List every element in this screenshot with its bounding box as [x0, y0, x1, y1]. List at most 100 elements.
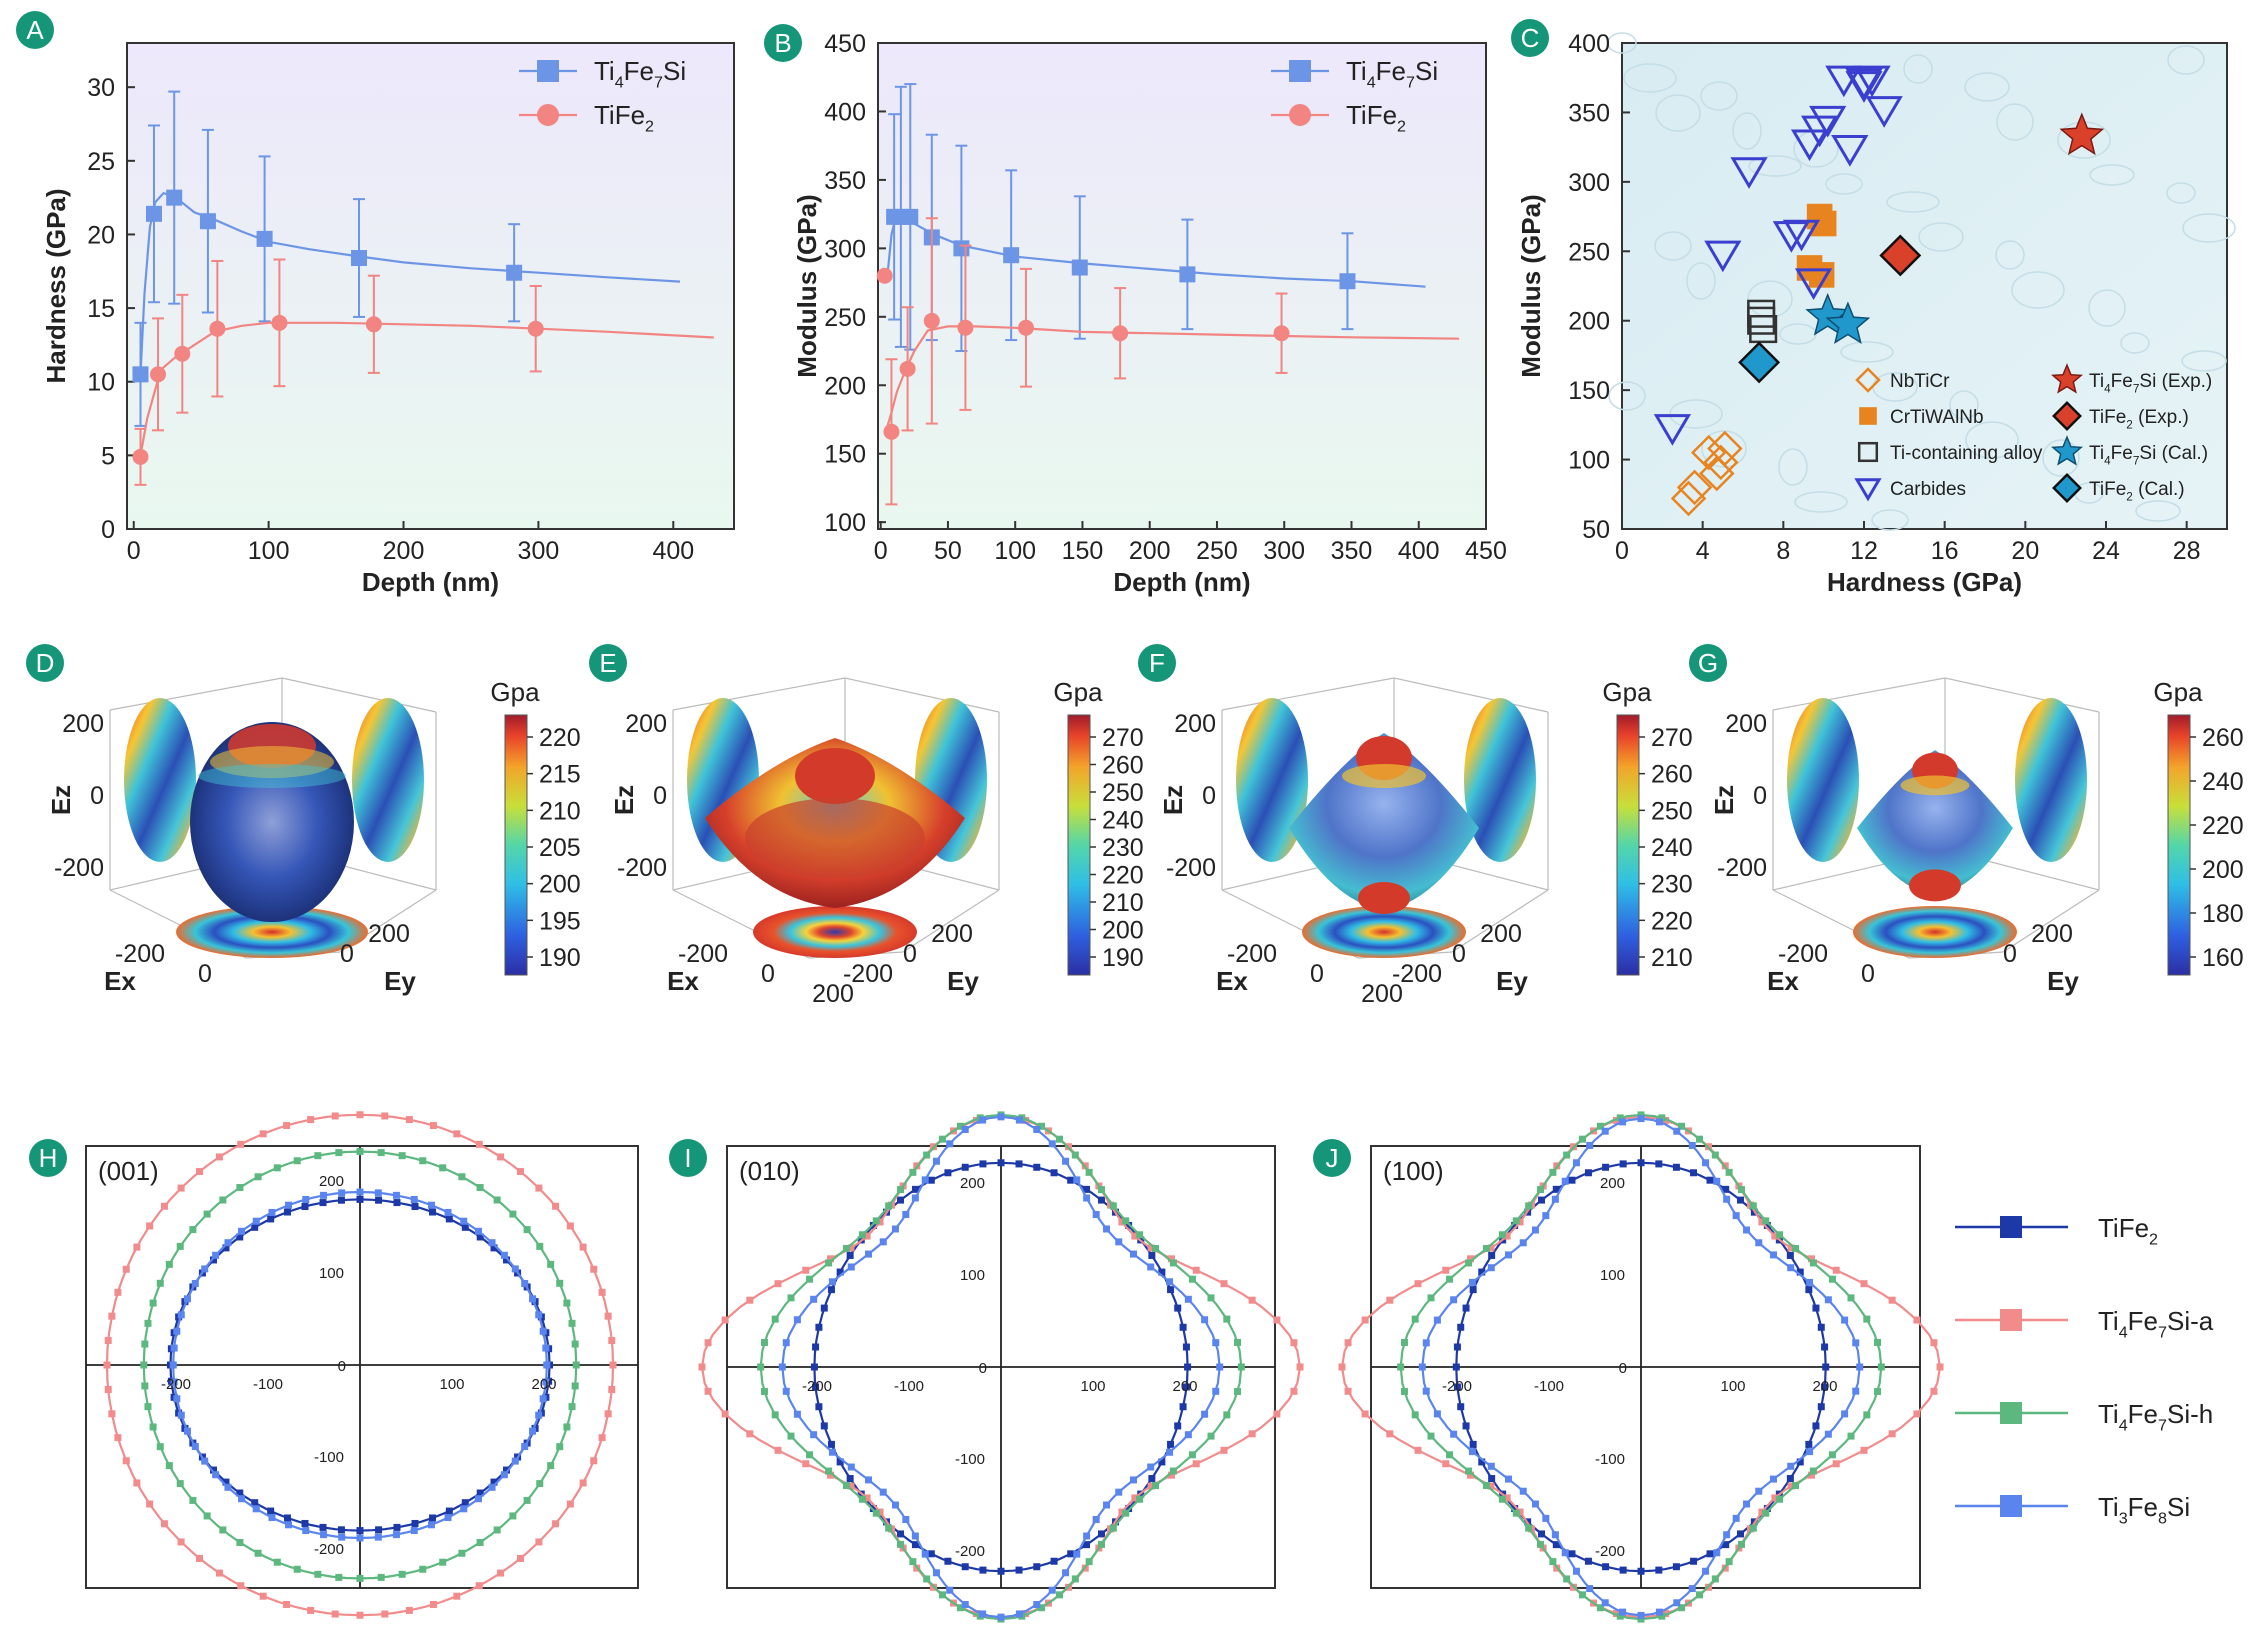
- polar-marker-Ti4Fe7Si-a: [827, 1255, 835, 1263]
- panel-badge: [16, 11, 54, 49]
- polar-marker-Ti4Fe7Si-h: [1188, 1275, 1196, 1283]
- polar-marker-Ti4Fe7Si-a: [1248, 1296, 1256, 1304]
- polar-marker-Ti4Fe7Si-h: [509, 1512, 517, 1520]
- polar-marker-Ti4Fe7Si-h: [1847, 1432, 1855, 1440]
- polar-marker-Ti4Fe7Si-h: [1465, 1259, 1473, 1267]
- polar-marker-Ti4Fe7Si-a: [608, 1386, 616, 1394]
- polar-marker-Ti3Fe8Si: [1083, 1194, 1091, 1202]
- polar-marker-Ti4Fe7Si-h: [1446, 1451, 1454, 1459]
- polar-marker-TiFe2: [1786, 1251, 1794, 1259]
- polar-marker-Ti4Fe7Si-a: [721, 1410, 729, 1418]
- polar-marker-Ti3Fe8Si: [1561, 1177, 1569, 1185]
- bottom-projection-disk: [1853, 906, 2017, 958]
- polar-marker-Ti4Fe7Si-h: [523, 1226, 531, 1234]
- polar-marker-Ti4Fe7Si-h: [1136, 1231, 1144, 1239]
- polar-marker-TiFe2: [869, 1505, 877, 1513]
- scatter-point-crtiwalnb: [1859, 407, 1877, 425]
- polar-marker-Ti3Fe8Si: [932, 1157, 940, 1165]
- colorbar-tick-label: 260: [2202, 724, 2244, 752]
- polar-marker-TiFe2: [1736, 1196, 1744, 1204]
- polar-marker-Ti4Fe7Si-a: [195, 1554, 203, 1562]
- surface-neck: [1358, 882, 1410, 914]
- polar-marker-Ti4Fe7Si-h: [1397, 1363, 1405, 1371]
- polar-marker-Ti4Fe7Si-h: [254, 1173, 262, 1181]
- colorbar-tick-label: 210: [1102, 889, 1144, 917]
- polar-marker-Ti4Fe7Si-a: [535, 1538, 543, 1546]
- ez-axis-label: Ez: [1158, 785, 1188, 815]
- polar-marker-Ti4Fe7Si-a: [863, 1232, 871, 1240]
- polar-x-tick-label: 100: [1720, 1378, 1745, 1395]
- colorbar-tick-label: 220: [2202, 812, 2244, 840]
- polar-marker-TiFe2: [846, 1251, 854, 1259]
- polar-marker-Ti4Fe7Si-a: [1338, 1363, 1346, 1371]
- polar-marker-Ti4Fe7Si-a: [1888, 1296, 1896, 1304]
- x-tick-label: 450: [1465, 537, 1507, 565]
- polar-marker-TiFe2: [1050, 1169, 1058, 1177]
- polar-marker-TiFe2: [815, 1403, 823, 1411]
- polar-marker-TiFe2: [301, 1203, 309, 1211]
- polar-marker-Ti4Fe7Si-a: [1414, 1280, 1422, 1288]
- data-point-TiFe2: [365, 316, 382, 333]
- polar-marker-Ti3Fe8Si: [891, 1501, 899, 1509]
- background-texture: [2167, 45, 2205, 75]
- polar-marker-Ti4Fe7Si-h: [1792, 1482, 1800, 1490]
- data-point-TiFe2: [1017, 319, 1034, 336]
- polar-marker-TiFe2: [267, 1215, 275, 1223]
- plane-label: (100): [1383, 1156, 1444, 1186]
- x-tick-label: 24: [2092, 537, 2120, 565]
- colorbar-tick-label: 240: [1651, 834, 1693, 862]
- polar-marker-Ti3Fe8Si: [488, 1483, 496, 1491]
- polar-marker-Ti3Fe8Si: [1531, 1500, 1539, 1508]
- legend-label: NbTiCr: [1890, 371, 1950, 392]
- polar-marker-Ti4Fe7Si-h: [1056, 1591, 1064, 1599]
- polar-marker-Ti4Fe7Si-h: [156, 1443, 164, 1451]
- bottom-projection-disk: [176, 906, 368, 958]
- ex-tick-label: 0: [1861, 960, 1875, 988]
- polar-marker-Ti4Fe7Si-h: [176, 1480, 184, 1488]
- polar-marker-Ti3Fe8Si: [1619, 1118, 1627, 1126]
- polar-marker-TiFe2: [1706, 1176, 1714, 1184]
- polar-marker-TiFe2: [820, 1304, 828, 1312]
- polar-marker-Ti4Fe7Si-h: [144, 1319, 152, 1327]
- polar-marker-Ti3Fe8Si: [1787, 1264, 1795, 1272]
- polar-y-tick-label: 100: [1600, 1267, 1625, 1284]
- polar-marker-Ti4Fe7Si-a: [1930, 1387, 1938, 1395]
- polar-marker-Ti4Fe7Si-h: [1085, 1168, 1093, 1176]
- polar-marker-Ti3Fe8Si: [1841, 1410, 1849, 1418]
- plane-label: (001): [98, 1156, 159, 1186]
- polar-marker-Ti4Fe7Si-h: [1874, 1338, 1882, 1346]
- polar-marker-Ti4Fe7Si-a: [698, 1363, 706, 1371]
- polar-marker-TiFe2: [283, 1208, 291, 1216]
- polar-marker-Ti4Fe7Si-h: [356, 1574, 364, 1582]
- legend-label: TiFe2 (Cal.): [2089, 479, 2185, 503]
- polar-marker-Ti4Fe7Si-h: [1776, 1495, 1784, 1503]
- polar-marker-TiFe2: [1796, 1268, 1804, 1276]
- colorbar-tick-label: 220: [1651, 907, 1693, 935]
- polar-marker-Ti4Fe7Si-h: [858, 1231, 866, 1239]
- scatter-point-ti-alloy: [1857, 441, 1879, 463]
- colorbar-tick-label: 220: [539, 724, 581, 752]
- data-point-Ti4Fe7Si: [506, 264, 523, 281]
- polar-marker-Ti4Fe7Si-a: [177, 1184, 185, 1192]
- colorbar-tick-label: 210: [539, 797, 581, 825]
- data-point-TiFe2: [132, 448, 149, 465]
- polar-marker-Ti3Fe8Si: [177, 1311, 185, 1319]
- polar-marker-TiFe2: [1805, 1440, 1813, 1448]
- data-point-TiFe2: [150, 366, 167, 383]
- x-tick-label: 16: [1931, 537, 1959, 565]
- polar-marker-Ti4Fe7Si-a: [1442, 1460, 1450, 1468]
- polar-marker-Ti4Fe7Si-a: [1167, 1471, 1175, 1479]
- ex-axis-label: Ex: [667, 966, 699, 996]
- polar-y-tick-label: 200: [960, 1175, 985, 1192]
- background-texture: [1903, 54, 1933, 84]
- polar-marker-Ti4Fe7Si-h: [149, 1299, 157, 1307]
- y-axis-label: Hardness (GPa): [41, 188, 71, 383]
- polar-marker-TiFe2: [1552, 1185, 1560, 1193]
- ey-tick-label: 0: [2003, 940, 2017, 968]
- polar-marker-Ti4Fe7Si-a: [876, 1508, 884, 1516]
- polar-marker-Ti4Fe7Si-h: [858, 1495, 866, 1503]
- polar-marker-Ti4Fe7Si-h: [1411, 1411, 1419, 1419]
- polar-marker-TiFe2: [301, 1519, 309, 1527]
- axis-box-edge: [1944, 677, 2100, 713]
- polar-marker-Ti4Fe7Si-a: [114, 1288, 122, 1296]
